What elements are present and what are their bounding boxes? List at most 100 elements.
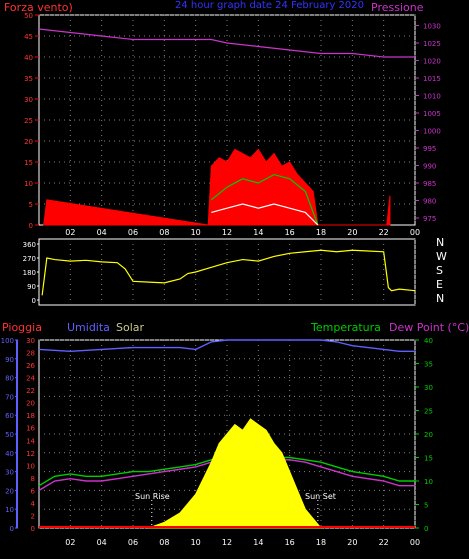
header-left-label: Forza vento) (4, 1, 73, 14)
wind-avg-line (211, 203, 319, 226)
pressure-tick-label: 1015 (423, 75, 441, 83)
rain-tick-label: 24 (26, 375, 35, 383)
sun-rise-label: Sun Rise (135, 492, 170, 501)
time-tick-label: 02 (65, 538, 75, 547)
time-tick-label: 18 (316, 228, 326, 237)
humidity-tick-label: 20 (5, 487, 14, 495)
wind-tick-label: 25 (24, 117, 33, 125)
umidita-line (38, 339, 415, 352)
rain-tick-label: 30 (26, 337, 35, 345)
direction-tick-label: 90 (27, 283, 36, 291)
humidity-tick-label: 100 (1, 337, 14, 345)
wind-tick-label: 15 (24, 159, 33, 167)
temperature-tick-label: 5 (424, 502, 428, 510)
time-tick-label: 12 (222, 538, 232, 547)
pioggia-label: Pioggia (2, 321, 42, 334)
rain-tick-label: 22 (26, 387, 35, 395)
rain-tick-label: 8 (31, 475, 35, 483)
temperature-tick-label: 35 (424, 361, 433, 369)
time-tick-label: 06 (128, 538, 138, 547)
pressure-tick-label: 1010 (423, 93, 441, 101)
humidity-tick-label: 90 (5, 356, 14, 364)
humidity-tick-label: 10 (5, 506, 14, 514)
rain-tick-label: 20 (26, 400, 35, 408)
wind-tick-label: 0 (29, 222, 33, 230)
Pressione-line (38, 28, 415, 58)
temperatura-label: Temperatura (310, 321, 381, 334)
wind-tick-label: 10 (24, 180, 33, 188)
humidity-tick-label: 80 (5, 375, 14, 383)
pressure-tick-label: 995 (423, 145, 436, 153)
compass-label: W (436, 250, 447, 263)
umidita-label: Umidita (67, 321, 110, 334)
temperature-tick-label: 15 (424, 455, 433, 463)
time-tick-label: 08 (159, 538, 169, 547)
temperature-tick-label: 30 (424, 384, 433, 392)
rain-tick-label: 12 (26, 450, 35, 458)
time-tick-label: 22 (379, 228, 389, 237)
time-tick-label: 04 (97, 228, 107, 237)
wind-tick-label: 35 (24, 75, 33, 83)
time-tick-label: 10 (191, 538, 201, 547)
time-tick-label: 16 (285, 538, 295, 547)
pressure-tick-label: 1020 (423, 58, 441, 66)
time-tick-label: 20 (347, 538, 357, 547)
solar-area (148, 418, 323, 529)
direction-tick-label: 270 (23, 255, 36, 263)
time-tick-label: 06 (128, 228, 138, 237)
time-tick-label: 00 (410, 538, 420, 547)
time-tick-label: 22 (379, 538, 389, 547)
humidity-tick-label: 60 (5, 412, 14, 420)
temperature-tick-label: 40 (424, 337, 433, 345)
wind-direction-line (41, 249, 416, 296)
rain-tick-label: 16 (26, 425, 35, 433)
rain-tick-label: 14 (26, 437, 35, 445)
time-tick-label: 14 (253, 228, 263, 237)
wind-tick-label: 30 (24, 96, 33, 104)
time-tick-label: 10 (191, 228, 201, 237)
temperature-tick-label: 20 (424, 431, 433, 439)
temperature-tick-label: 0 (424, 525, 428, 533)
pressure-tick-label: 980 (423, 198, 436, 206)
rain-tick-label: 28 (26, 350, 35, 358)
compass-label: E (436, 278, 443, 291)
pressure-tick-label: 1025 (423, 40, 441, 48)
wind-speed-area (43, 148, 391, 226)
rain-tick-label: 10 (26, 462, 35, 470)
time-tick-label: 16 (285, 228, 295, 237)
humidity-tick-label: 40 (5, 450, 14, 458)
humidity-tick-label: 70 (5, 393, 14, 401)
temp-humidity-panel: 0102030405060708090100024681012141618202… (1, 337, 433, 547)
direction-tick-label: 0 (32, 297, 36, 305)
time-tick-label: 14 (253, 538, 263, 547)
compass-label: S (436, 264, 443, 277)
pressure-tick-label: 1030 (423, 23, 441, 31)
header-right-label: Pressione (371, 1, 424, 14)
wind-tick-label: 5 (29, 201, 33, 209)
humidity-tick-label: 30 (5, 469, 14, 477)
pressure-tick-label: 985 (423, 180, 436, 188)
rain-tick-label: 18 (26, 412, 35, 420)
rain-tick-label: 26 (26, 362, 35, 370)
time-tick-label: 20 (347, 228, 357, 237)
rain-tick-label: 6 (31, 487, 36, 495)
dew-point-label: Dew Point (°C) (389, 321, 469, 334)
temperature-tick-label: 25 (424, 408, 433, 416)
compass-label: N (436, 292, 444, 305)
compass-label: N (436, 236, 444, 249)
wind-direction-panel-frame (38, 238, 416, 306)
time-tick-label: 00 (410, 228, 420, 237)
rain-tick-label: 2 (31, 512, 35, 520)
humidity-tick-label: 0 (10, 525, 14, 533)
rain-tick-label: 0 (31, 525, 35, 533)
pressure-tick-label: 975 (423, 215, 436, 223)
time-tick-label: 12 (222, 228, 232, 237)
wind-tick-label: 40 (24, 54, 33, 62)
wind-tick-label: 50 (24, 12, 33, 20)
wind-gust-line (210, 173, 319, 226)
time-tick-label: 08 (159, 228, 169, 237)
header-title: 24 hour graph date 24 February 2020 (175, 0, 364, 11)
